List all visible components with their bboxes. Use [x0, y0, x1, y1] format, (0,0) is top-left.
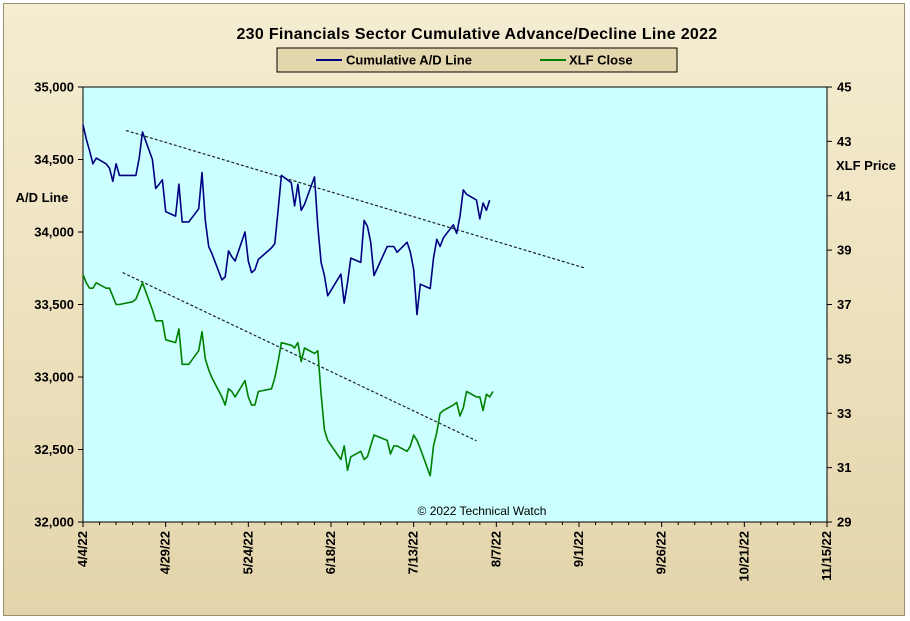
legend-label-ad-line: Cumulative A/D Line [346, 53, 472, 68]
x-tick-label: 6/18/22 [323, 531, 338, 574]
series-line-xlf-close [82, 274, 494, 477]
y-right-tick-label: 37 [837, 297, 851, 312]
y-axis-left-title: A/D Line [16, 190, 69, 205]
x-tick-label: 9/26/22 [654, 531, 669, 574]
y-left-tick-label: 35,000 [34, 80, 74, 95]
x-tick-label: 5/24/22 [240, 531, 255, 574]
legend-box [276, 47, 678, 73]
y-right-tick-label: 41 [837, 188, 851, 203]
x-tick-label: 11/15/22 [819, 531, 834, 581]
x-tick-label: 4/29/22 [158, 531, 173, 574]
chart: 230 Financials Sector Cumulative Advance… [16, 26, 896, 582]
legend-label-xlf: XLF Close [569, 53, 633, 68]
y-left-tick-label: 33,000 [34, 370, 74, 385]
x-tick-label: 9/1/22 [571, 531, 586, 567]
y-left-tick-label: 34,000 [34, 225, 74, 240]
x-tick-label: 8/7/22 [488, 531, 503, 567]
y-right-tick-label: 35 [837, 351, 851, 366]
y-left-tick-label: 33,500 [34, 297, 74, 312]
y-left-tick-label: 32,500 [34, 442, 74, 457]
y-right-tick-label: 43 [837, 134, 851, 149]
y-right-tick-label: 31 [837, 460, 851, 475]
credit-text: © 2022 Technical Watch [418, 504, 547, 518]
chart-frame: 230 Financials Sector Cumulative Advance… [3, 3, 905, 616]
y-right-tick-label: 39 [837, 243, 851, 258]
x-tick-label: 10/21/22 [736, 531, 751, 582]
y-right-tick-label: 33 [837, 406, 851, 421]
y-axis-right-title: XLF Price [836, 158, 896, 173]
x-tick-label: 7/13/22 [406, 531, 421, 574]
series-line-ad-line [82, 124, 491, 316]
y-right-tick-label: 45 [837, 80, 851, 95]
chart-title: 230 Financials Sector Cumulative Advance… [236, 26, 717, 43]
plot-area [82, 86, 828, 523]
legend: Cumulative A/D Line XLF Close [276, 47, 678, 73]
y-left-tick-label: 34,500 [34, 152, 74, 167]
y-left-tick-label: 32,000 [34, 515, 74, 530]
y-right-tick-label: 29 [837, 515, 851, 530]
x-tick-label: 4/4/22 [75, 531, 90, 567]
